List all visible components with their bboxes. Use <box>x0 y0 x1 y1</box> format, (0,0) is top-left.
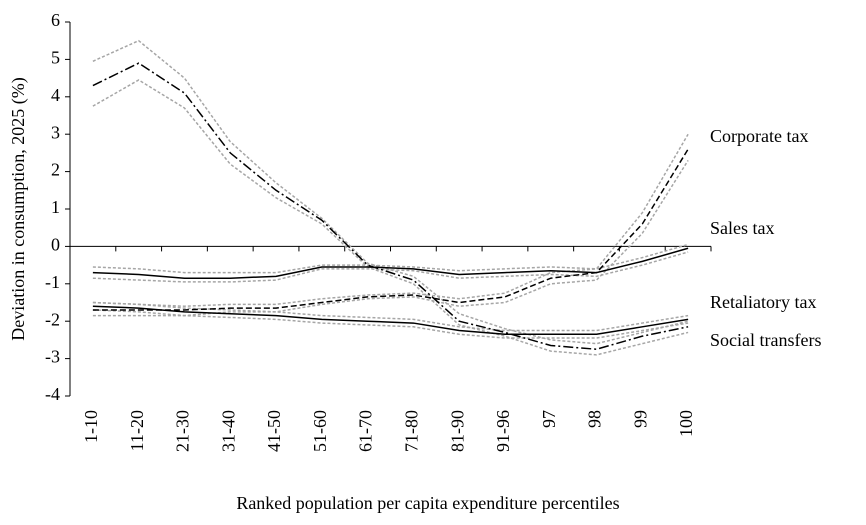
x-tick-label: 51-60 <box>310 410 330 452</box>
series-label: Retaliatory tax <box>710 292 816 312</box>
confidence-band <box>92 309 689 339</box>
series-label: Social transfers <box>710 330 821 350</box>
y-tick-label: -4 <box>45 384 60 404</box>
confidence-band <box>92 243 689 274</box>
y-tick-label: 5 <box>51 48 60 68</box>
x-tick-label: 21-30 <box>173 410 193 452</box>
x-tick-label: 81-90 <box>447 410 467 452</box>
series-label: Corporate tax <box>710 126 808 146</box>
y-tick-label: 2 <box>51 160 60 180</box>
x-tick-label: 41-50 <box>264 410 284 452</box>
confidence-band <box>92 79 689 356</box>
series-line <box>92 148 689 311</box>
y-tick-label: 3 <box>51 122 60 142</box>
y-axis-title: Deviation in consumption, 2025 (%) <box>8 77 29 340</box>
y-tick-label: 6 <box>51 10 60 30</box>
series-line <box>92 62 689 351</box>
x-tick-label: 61-70 <box>356 410 376 452</box>
confidence-band <box>92 301 689 332</box>
y-tick-label: 4 <box>51 85 60 105</box>
confidence-band <box>92 39 689 345</box>
y-tick-label: 0 <box>51 235 60 255</box>
y-tick-label: -1 <box>45 272 60 292</box>
confidence-band <box>92 159 689 317</box>
x-tick-label: 1-10 <box>81 410 101 443</box>
series-line <box>92 247 689 279</box>
x-tick-label: 31-40 <box>218 410 238 452</box>
x-tick-label: 99 <box>630 410 650 428</box>
x-tick-label: 11-20 <box>127 410 147 451</box>
x-axis-title: Ranked population per capita expenditure… <box>236 493 619 513</box>
confidence-band <box>92 133 689 307</box>
y-tick-label: -2 <box>45 309 60 329</box>
x-tick-label: 98 <box>585 410 605 428</box>
series-line <box>92 305 689 336</box>
x-tick-label: 97 <box>539 410 559 428</box>
x-tick-label: 91-96 <box>493 410 513 452</box>
x-tick-label: 71-80 <box>402 410 422 452</box>
series-label: Sales tax <box>710 218 775 238</box>
x-tick-label: 100 <box>676 410 696 437</box>
y-tick-label: 1 <box>51 197 60 217</box>
y-tick-label: -3 <box>45 347 60 367</box>
